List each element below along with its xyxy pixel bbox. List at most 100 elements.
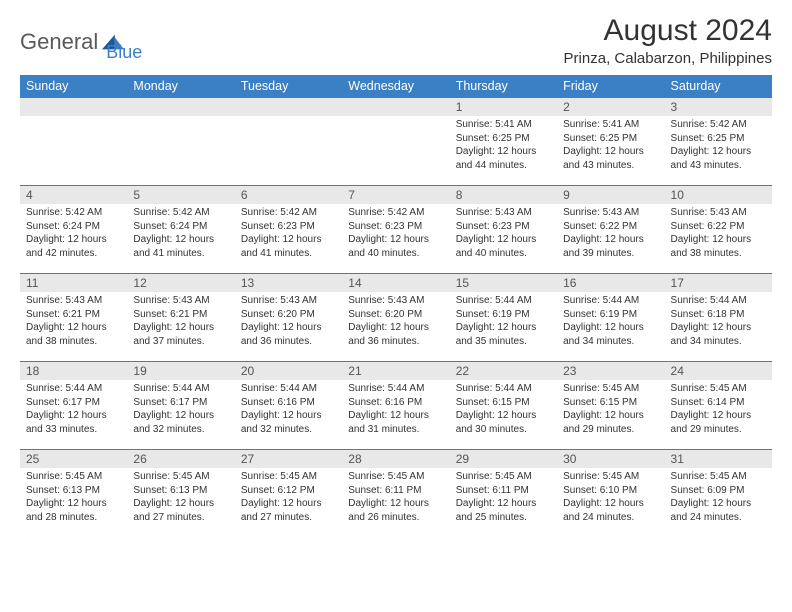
sunrise-text: Sunrise: 5:42 AM	[348, 206, 443, 220]
day-header: Wednesday	[342, 75, 449, 98]
daylight-text: Daylight: 12 hours and 25 minutes.	[456, 497, 551, 524]
calendar-day-cell: 1Sunrise: 5:41 AMSunset: 6:25 PMDaylight…	[450, 98, 557, 186]
sunrise-text: Sunrise: 5:44 AM	[241, 382, 336, 396]
day-header: Monday	[127, 75, 234, 98]
sunset-text: Sunset: 6:22 PM	[563, 220, 658, 234]
sunset-text: Sunset: 6:17 PM	[26, 396, 121, 410]
sunrise-text: Sunrise: 5:44 AM	[563, 294, 658, 308]
sunrise-text: Sunrise: 5:44 AM	[456, 294, 551, 308]
sunrise-text: Sunrise: 5:41 AM	[563, 118, 658, 132]
day-details: Sunrise: 5:44 AMSunset: 6:18 PMDaylight:…	[665, 292, 772, 352]
header: General Blue August 2024 Prinza, Calabar…	[20, 14, 772, 67]
day-header: Sunday	[20, 75, 127, 98]
daylight-text: Daylight: 12 hours and 36 minutes.	[348, 321, 443, 348]
sunrise-text: Sunrise: 5:42 AM	[26, 206, 121, 220]
day-number: 23	[557, 362, 664, 380]
sunrise-text: Sunrise: 5:45 AM	[348, 470, 443, 484]
sunrise-text: Sunrise: 5:45 AM	[671, 470, 766, 484]
daylight-text: Daylight: 12 hours and 37 minutes.	[133, 321, 228, 348]
sunset-text: Sunset: 6:17 PM	[133, 396, 228, 410]
day-number: 3	[665, 98, 772, 116]
day-details: Sunrise: 5:45 AMSunset: 6:10 PMDaylight:…	[557, 468, 664, 528]
sunset-text: Sunset: 6:13 PM	[26, 484, 121, 498]
sunset-text: Sunset: 6:09 PM	[671, 484, 766, 498]
calendar-day-cell: 19 Sunrise: 5:44 AMSunset: 6:17 PMDayligh…	[127, 362, 234, 450]
calendar-day-cell: 26Sunrise: 5:45 AMSunset: 6:13 PMDayligh…	[127, 450, 234, 538]
sunrise-text: Sunrise: 5:45 AM	[563, 382, 658, 396]
calendar-day-cell: 14Sunrise: 5:43 AMSunset: 6:20 PMDayligh…	[342, 274, 449, 362]
day-number: 7	[342, 186, 449, 204]
sunset-text: Sunset: 6:19 PM	[456, 308, 551, 322]
calendar-week-row: 4Sunrise: 5:42 AMSunset: 6:24 PMDaylight…	[20, 186, 772, 274]
calendar-table: Sunday Monday Tuesday Wednesday Thursday…	[20, 75, 772, 538]
calendar-day-cell: 23Sunrise: 5:45 AMSunset: 6:15 PMDayligh…	[557, 362, 664, 450]
day-number: 1	[450, 98, 557, 116]
sunset-text: Sunset: 6:11 PM	[348, 484, 443, 498]
daylight-text: Daylight: 12 hours and 40 minutes.	[348, 233, 443, 260]
sunset-text: Sunset: 6:19 PM	[563, 308, 658, 322]
day-number: 6	[235, 186, 342, 204]
sunset-text: Sunset: 6:24 PM	[26, 220, 121, 234]
daylight-text: Daylight: 12 hours and 39 minutes.	[563, 233, 658, 260]
day-number: 19	[127, 362, 234, 380]
calendar-week-row: 25Sunrise: 5:45 AMSunset: 6:13 PMDayligh…	[20, 450, 772, 538]
sunrise-text: Sunrise: 5:42 AM	[133, 206, 228, 220]
day-number	[342, 98, 449, 116]
day-number: 29	[450, 450, 557, 468]
day-details: Sunrise: 5:44 AMSunset: 6:16 PMDaylight:…	[235, 380, 342, 440]
sunrise-text: Sunrise: 5:43 AM	[456, 206, 551, 220]
daylight-text: Daylight: 12 hours and 43 minutes.	[563, 145, 658, 172]
day-details: Sunrise: 5:42 AMSunset: 6:23 PMDaylight:…	[235, 204, 342, 264]
day-number: 31	[665, 450, 772, 468]
day-number: 4	[20, 186, 127, 204]
calendar-day-cell: 3Sunrise: 5:42 AMSunset: 6:25 PMDaylight…	[665, 98, 772, 186]
day-number: 12	[127, 274, 234, 292]
daylight-text: Daylight: 12 hours and 41 minutes.	[241, 233, 336, 260]
day-number: 13	[235, 274, 342, 292]
sunrise-text: Sunrise: 5:44 AM	[133, 382, 228, 396]
daylight-text: Daylight: 12 hours and 30 minutes.	[456, 409, 551, 436]
location-subtitle: Prinza, Calabarzon, Philippines	[564, 50, 772, 67]
day-number: 22	[450, 362, 557, 380]
day-number: 28	[342, 450, 449, 468]
sunrise-text: Sunrise: 5:44 AM	[26, 382, 121, 396]
sunrise-text: Sunrise: 5:43 AM	[563, 206, 658, 220]
day-details	[20, 116, 127, 122]
daylight-text: Daylight: 12 hours and 32 minutes.	[133, 409, 228, 436]
sunset-text: Sunset: 6:12 PM	[241, 484, 336, 498]
daylight-text: Daylight: 12 hours and 38 minutes.	[26, 321, 121, 348]
daylight-text: Daylight: 12 hours and 29 minutes.	[671, 409, 766, 436]
day-number: 10	[665, 186, 772, 204]
daylight-text: Daylight: 12 hours and 34 minutes.	[671, 321, 766, 348]
day-number: 26	[127, 450, 234, 468]
sunset-text: Sunset: 6:15 PM	[563, 396, 658, 410]
day-details	[342, 116, 449, 122]
month-title: August 2024	[564, 14, 772, 48]
calendar-day-cell: 6Sunrise: 5:42 AMSunset: 6:23 PMDaylight…	[235, 186, 342, 274]
calendar-day-cell: 5Sunrise: 5:42 AMSunset: 6:24 PMDaylight…	[127, 186, 234, 274]
daylight-text: Daylight: 12 hours and 38 minutes.	[671, 233, 766, 260]
day-details: Sunrise: 5:44 AMSunset: 6:16 PMDaylight:…	[342, 380, 449, 440]
day-details: Sunrise: 5:43 AMSunset: 6:21 PMDaylight:…	[20, 292, 127, 352]
day-details: Sunrise: 5:45 AMSunset: 6:13 PMDaylight:…	[20, 468, 127, 528]
day-details: Sunrise: 5:45 AMSunset: 6:15 PMDaylight:…	[557, 380, 664, 440]
calendar-day-cell: 22Sunrise: 5:44 AMSunset: 6:15 PMDayligh…	[450, 362, 557, 450]
sunset-text: Sunset: 6:24 PM	[133, 220, 228, 234]
daylight-text: Daylight: 12 hours and 36 minutes.	[241, 321, 336, 348]
sunset-text: Sunset: 6:18 PM	[671, 308, 766, 322]
day-number: 25	[20, 450, 127, 468]
calendar-day-cell: 9Sunrise: 5:43 AMSunset: 6:22 PMDaylight…	[557, 186, 664, 274]
sunrise-text: Sunrise: 5:44 AM	[456, 382, 551, 396]
sunset-text: Sunset: 6:20 PM	[241, 308, 336, 322]
brand-text-1: General	[20, 29, 98, 55]
day-details: Sunrise: 5:44 AMSunset: 6:19 PMDaylight:…	[450, 292, 557, 352]
day-details: Sunrise: 5:43 AMSunset: 6:23 PMDaylight:…	[450, 204, 557, 264]
sunrise-text: Sunrise: 5:45 AM	[456, 470, 551, 484]
day-number: 11	[20, 274, 127, 292]
calendar-day-cell	[20, 98, 127, 186]
calendar-day-cell: 12Sunrise: 5:43 AMSunset: 6:21 PMDayligh…	[127, 274, 234, 362]
daylight-text: Daylight: 12 hours and 33 minutes.	[26, 409, 121, 436]
calendar-day-cell: 4Sunrise: 5:42 AMSunset: 6:24 PMDaylight…	[20, 186, 127, 274]
calendar-day-cell: 11Sunrise: 5:43 AMSunset: 6:21 PMDayligh…	[20, 274, 127, 362]
sunrise-text: Sunrise: 5:43 AM	[241, 294, 336, 308]
